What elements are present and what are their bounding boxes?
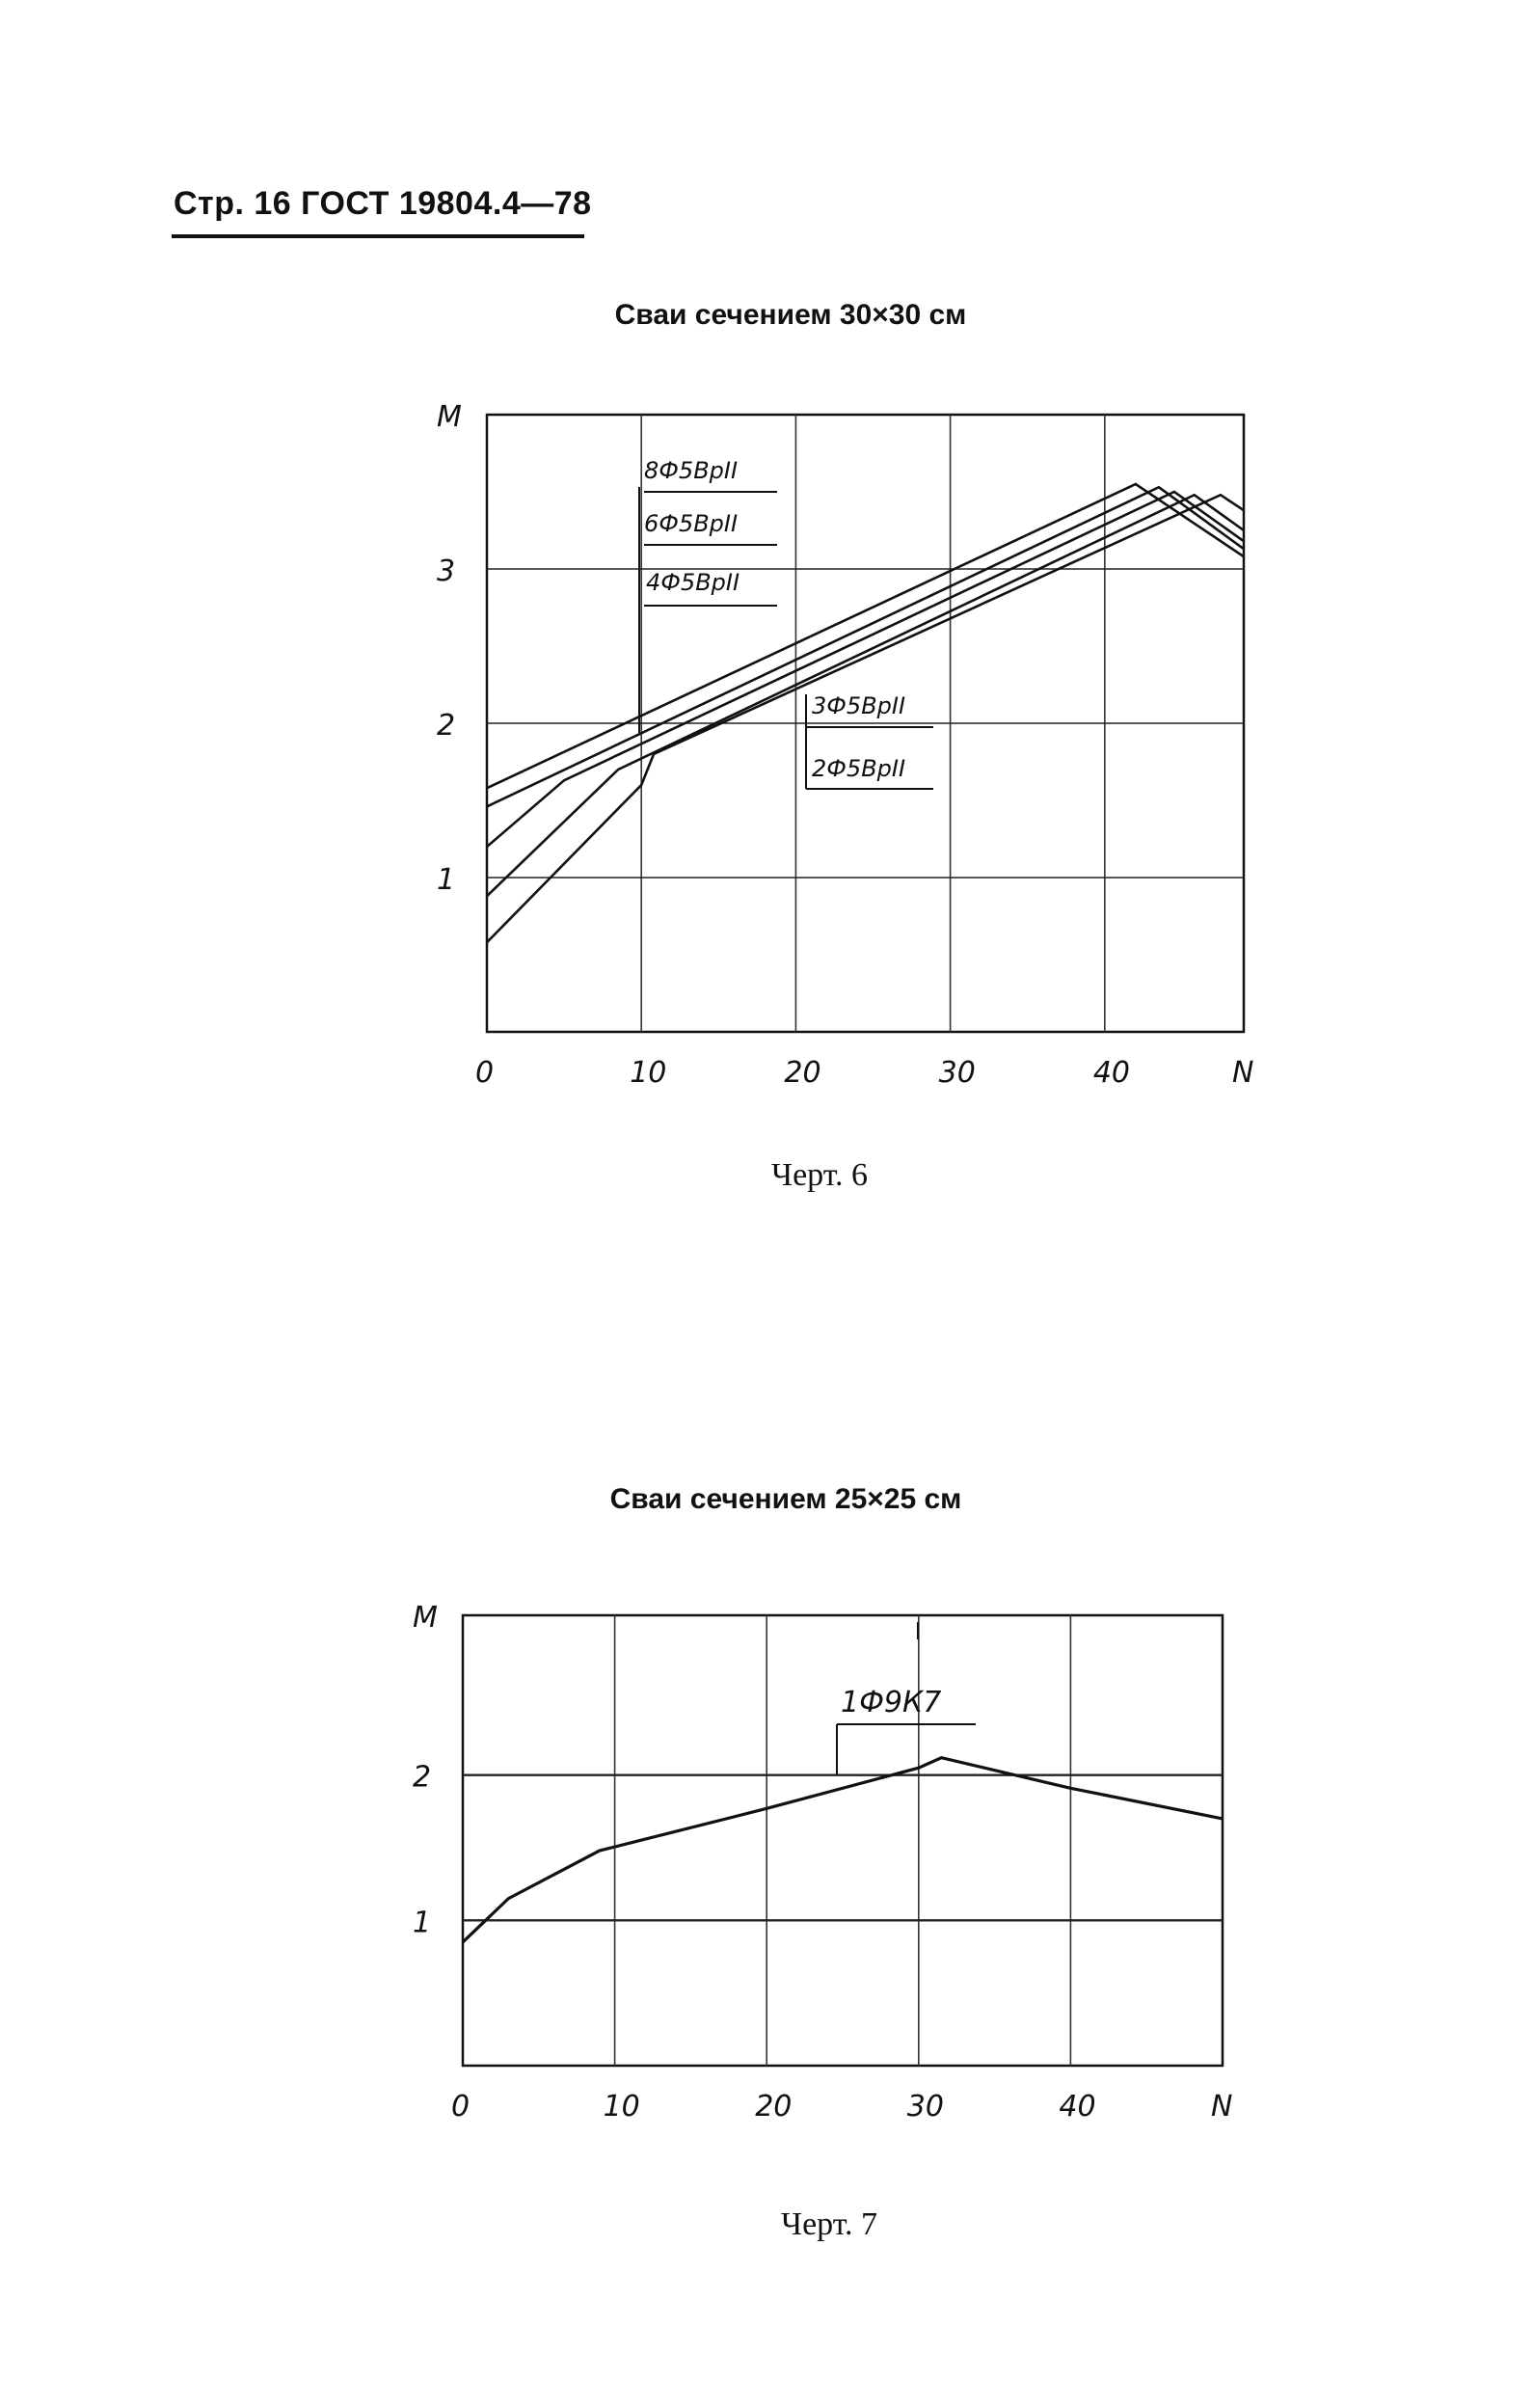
chart-1-series-label: 2Ф5ВрII (812, 755, 905, 782)
chart-1-x-tick-label: N (1232, 1056, 1253, 1090)
chart-2-y-tick-label: 2 (413, 1761, 431, 1795)
chart-1-x-tick-label: 10 (630, 1056, 666, 1090)
chart-1-x-tick-label: 40 (1093, 1056, 1130, 1090)
chart-1-x-tick-label: 0 (475, 1056, 494, 1090)
chart-1-caption: Черт. 6 (770, 1157, 869, 1193)
chart-1-x-tick-label: 30 (939, 1056, 976, 1090)
chart-1-y-tick-label: 2 (437, 709, 455, 743)
chart-1-y-tick-label: 3 (437, 555, 455, 588)
chart-1-x-tick-label: 20 (784, 1056, 820, 1090)
chart-1-series-label: 3Ф5ВрII (812, 692, 905, 719)
chart-2-series-line (461, 1755, 1224, 1944)
chart-1-series-line (486, 485, 1245, 808)
chart-2-x-tick-label: 0 (451, 2090, 470, 2124)
chart-2-x-tick-label: N (1211, 2090, 1232, 2124)
chart-1-series-label: 6Ф5ВрII (644, 510, 738, 537)
chart-1-series-line (486, 490, 1245, 848)
chart-2-frame (461, 1613, 1224, 2068)
chart-2-y-tick-label: M (413, 1601, 438, 1635)
page-header: Стр. 16 ГОСТ 19804.4—78 (174, 185, 592, 222)
chart-1-y-tick-label: M (437, 400, 462, 434)
chart-1-series-line (486, 493, 1245, 944)
chart-2-caption: Черт. 7 (780, 2206, 878, 2242)
chart-2-x-tick-label: 10 (604, 2090, 640, 2124)
chart-1-series-label: 8Ф5ВрII (644, 457, 738, 484)
chart-2-title: Сваи сечением 25×25 см (609, 1483, 962, 1515)
chart-2-x-tick-label: 40 (1059, 2090, 1095, 2124)
chart-2-x-tick-label: 20 (755, 2090, 792, 2124)
chart-1-series-label: 4Ф5ВрII (646, 569, 740, 596)
chart-1-title: Сваи сечением 30×30 см (614, 299, 967, 331)
header-underline (172, 234, 584, 238)
chart-1-series-line (486, 482, 1245, 790)
chart-1-y-tick-label: 1 (437, 863, 455, 897)
chart-2-series-label: 1Ф9К7 (841, 1686, 941, 1719)
chart-2-x-tick-label: 30 (907, 2090, 944, 2124)
chart-2-y-tick-label: 1 (413, 1906, 431, 1939)
chart-1-series-line (486, 493, 1245, 898)
